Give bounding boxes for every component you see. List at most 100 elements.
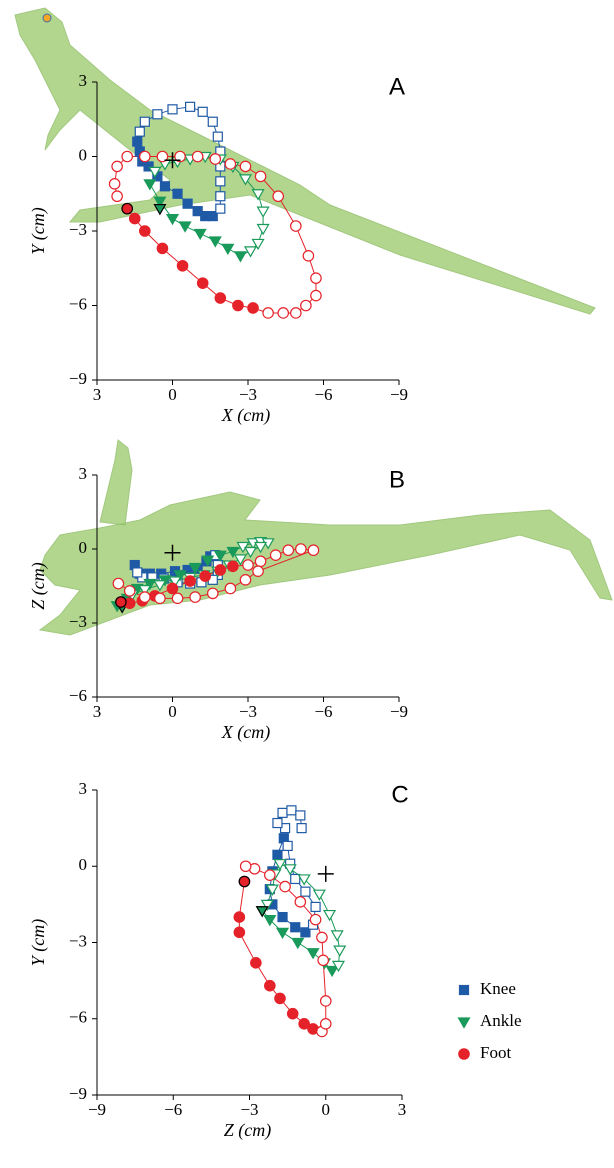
marker-triangle bbox=[233, 554, 247, 566]
marker-circle bbox=[290, 220, 302, 232]
marker-triangle bbox=[333, 945, 347, 957]
marker-square bbox=[215, 191, 226, 202]
marker-circle bbox=[264, 869, 276, 881]
marker-square bbox=[212, 131, 223, 142]
origin-cross bbox=[317, 865, 334, 882]
marker-triangle bbox=[165, 213, 180, 226]
marker-circle bbox=[233, 911, 246, 923]
marker-triangle bbox=[273, 859, 287, 871]
marker-circle bbox=[232, 299, 244, 312]
marker-circle bbox=[123, 585, 136, 597]
marker-square bbox=[207, 211, 218, 222]
marker-square bbox=[167, 104, 178, 115]
marker-triangle bbox=[283, 864, 297, 876]
y-tick-label: 0 bbox=[79, 145, 88, 164]
y-tick-label: −6 bbox=[69, 1008, 87, 1027]
marker-circle bbox=[206, 587, 219, 600]
marker-square bbox=[159, 181, 171, 192]
marker-triangle bbox=[213, 550, 227, 562]
x-tick-label: −9 bbox=[390, 702, 408, 721]
lizard-leg bbox=[99, 439, 133, 526]
marker-square bbox=[272, 817, 283, 829]
marker-square bbox=[182, 198, 193, 209]
marker-circle bbox=[250, 957, 262, 969]
marker-circle bbox=[139, 591, 151, 603]
x-tick-label: 0 bbox=[168, 385, 177, 404]
lizard-eye bbox=[42, 13, 52, 23]
x-tick-label: −6 bbox=[314, 385, 332, 404]
marker-triangle bbox=[297, 874, 311, 886]
marker-circle bbox=[247, 302, 259, 314]
x-axis-label: X (cm) bbox=[221, 405, 270, 426]
x-tick-label: −6 bbox=[164, 1100, 182, 1119]
marker-circle bbox=[254, 170, 267, 183]
y-tick-label: −6 bbox=[69, 294, 87, 313]
marker-square bbox=[132, 567, 143, 578]
marker-circle bbox=[189, 591, 201, 603]
marker-circle bbox=[239, 574, 252, 586]
marker-square bbox=[286, 805, 297, 816]
marker-circle bbox=[262, 307, 274, 319]
marker-circle bbox=[156, 242, 169, 255]
marker-circle bbox=[191, 150, 204, 163]
marker-triangle bbox=[263, 915, 277, 927]
marker-square bbox=[296, 823, 307, 834]
x-axis-label: Z (cm) bbox=[224, 1120, 272, 1141]
y-tick-label: −6 bbox=[69, 686, 87, 705]
y-tick-label: 3 bbox=[79, 71, 88, 90]
x-tick-label: −9 bbox=[390, 385, 408, 404]
marker-triangle bbox=[138, 585, 152, 597]
marker-circle bbox=[224, 582, 237, 595]
marker-circle bbox=[286, 1007, 299, 1020]
marker-square bbox=[282, 840, 293, 852]
marker-square bbox=[277, 911, 288, 923]
y-tick-label: 0 bbox=[79, 538, 88, 557]
marker-circle bbox=[154, 592, 166, 605]
marker-square bbox=[458, 984, 470, 996]
marker-circle bbox=[316, 931, 328, 944]
marker-square bbox=[134, 126, 145, 137]
y-axis-label: Z (cm) bbox=[28, 562, 49, 610]
marker-circle bbox=[139, 150, 151, 163]
marker-triangle bbox=[238, 174, 253, 186]
marker-circle bbox=[279, 880, 291, 893]
y-tick-label: 3 bbox=[79, 779, 88, 798]
marker-circle bbox=[239, 160, 252, 173]
marker-triangle bbox=[226, 546, 240, 559]
marker-circle bbox=[233, 926, 246, 939]
x-tick-label: 3 bbox=[398, 1100, 407, 1119]
marker-triangle bbox=[256, 223, 270, 236]
marker-square bbox=[295, 810, 306, 821]
marker-circle bbox=[298, 1018, 310, 1030]
marker-circle bbox=[121, 202, 133, 215]
marker-triangle bbox=[457, 1017, 471, 1029]
marker-triangle bbox=[188, 562, 202, 575]
panel-label: B bbox=[389, 466, 405, 493]
marker-circle bbox=[274, 992, 286, 1005]
marker-circle bbox=[115, 596, 127, 608]
origin-cross bbox=[164, 544, 181, 561]
marker-square bbox=[139, 116, 150, 127]
legend-label: Ankle bbox=[480, 1011, 522, 1030]
marker-circle bbox=[128, 212, 141, 225]
y-axis-label: Y (cm) bbox=[28, 207, 49, 255]
marker-square bbox=[185, 101, 196, 112]
marker-circle bbox=[458, 1048, 470, 1060]
marker-circle bbox=[214, 564, 227, 576]
marker-circle bbox=[174, 150, 186, 163]
marker-triangle bbox=[201, 555, 215, 567]
marker-circle bbox=[282, 544, 295, 557]
marker-triangle bbox=[325, 965, 339, 978]
y-tick-label: −9 bbox=[69, 1084, 87, 1103]
marker-circle bbox=[111, 190, 123, 203]
marker-circle bbox=[290, 307, 302, 319]
marker-triangle bbox=[221, 243, 235, 256]
marker-triangle bbox=[330, 930, 344, 942]
marker-square bbox=[310, 901, 321, 913]
marker-triangle bbox=[193, 228, 207, 241]
marker-triangle bbox=[256, 206, 270, 218]
marker-triangle bbox=[243, 246, 258, 258]
x-tick-label: −9 bbox=[88, 1100, 106, 1119]
marker-circle bbox=[294, 896, 307, 908]
marker-circle bbox=[139, 225, 151, 237]
